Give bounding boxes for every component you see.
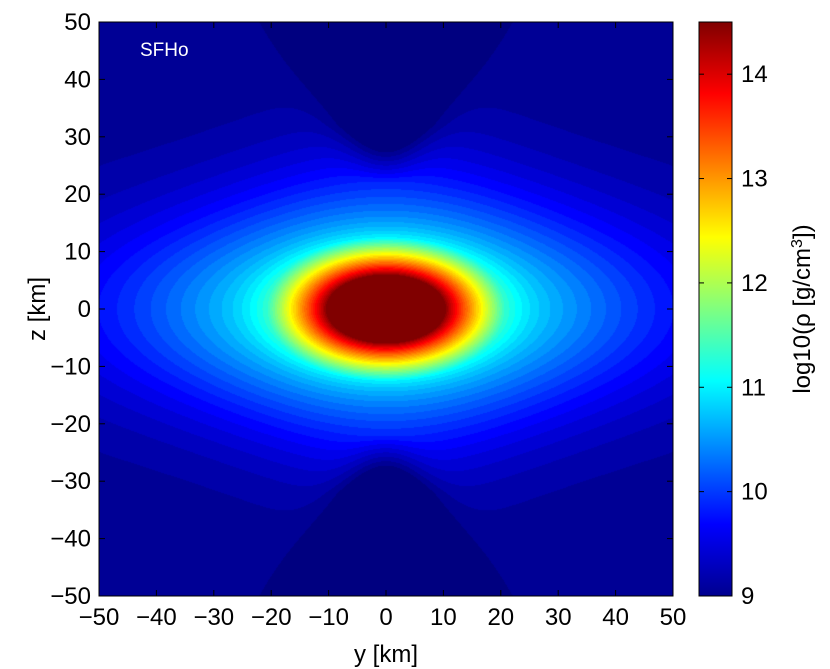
model-annotation: SFHo: [140, 40, 189, 61]
y-tick-label: 30: [64, 124, 91, 151]
colorbar-tick-label: 9: [741, 583, 754, 610]
x-axis-label: y [km]: [354, 641, 418, 668]
y-axis-label: z [km]: [24, 277, 51, 341]
y-tick-label: 50: [64, 9, 91, 36]
x-tick-label: 20: [487, 604, 514, 631]
colorbar-ticks: 9 10 11 12 13 14: [699, 61, 768, 610]
colorbar-tick-label: 11: [741, 374, 766, 401]
x-tick-label: −20: [251, 604, 292, 631]
colorbar-tick-label: 13: [741, 166, 768, 193]
colorbar-tick-label: 14: [741, 61, 768, 88]
colorbar: [699, 22, 732, 596]
y-tick-label: 40: [64, 66, 91, 93]
colorbar-label: log10(ρ [g/cm3]): [789, 224, 817, 393]
heatmap-area: [99, 22, 673, 596]
x-axis-ticks: −50 −40 −30 −20 −10 0 10 20 30 40 50: [79, 22, 687, 631]
x-tick-label: 0: [379, 604, 392, 631]
colorbar-tick-label: 10: [741, 479, 768, 506]
y-tick-label: −40: [50, 526, 91, 553]
y-tick-label: −30: [50, 468, 91, 495]
x-tick-label: 40: [602, 604, 629, 631]
colorbar-frame: [698, 21, 733, 597]
y-tick-label: 10: [64, 239, 91, 266]
x-tick-label: 30: [545, 604, 572, 631]
x-tick-label: −50: [79, 604, 120, 631]
x-tick-label: −10: [308, 604, 349, 631]
y-tick-label: −50: [50, 583, 91, 610]
x-tick-label: 10: [430, 604, 457, 631]
colorbar-tick-label: 12: [741, 270, 768, 297]
y-tick-label: 0: [78, 296, 91, 323]
y-axis-ticks: −50 −40 −30 −20 −10 0 10 20 30 40 50: [50, 9, 673, 610]
x-tick-label: −40: [136, 604, 177, 631]
y-tick-label: 20: [64, 181, 91, 208]
y-tick-label: −20: [50, 411, 91, 438]
x-tick-label: −30: [193, 604, 234, 631]
y-tick-label: −10: [50, 353, 91, 380]
x-tick-label: 50: [660, 604, 687, 631]
